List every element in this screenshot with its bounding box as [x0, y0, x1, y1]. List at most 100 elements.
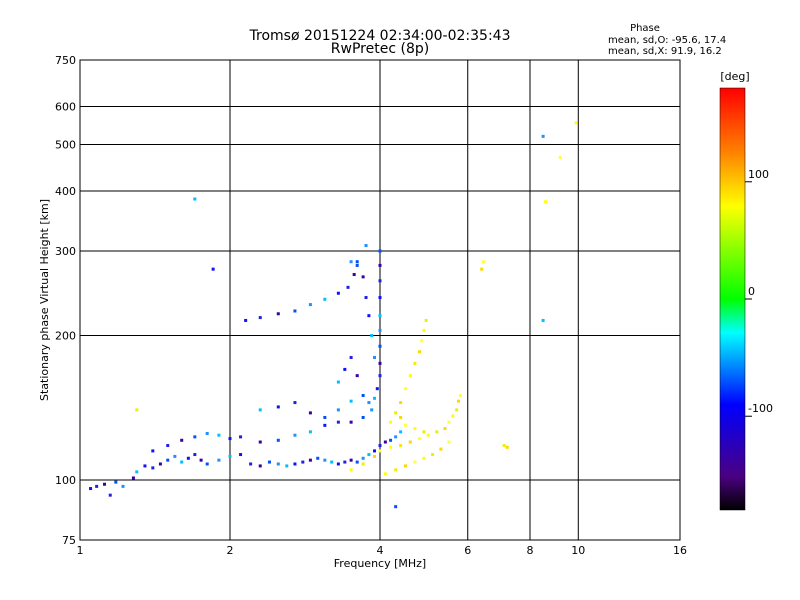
x-mode-point	[389, 445, 393, 449]
x-mode-point	[349, 468, 353, 472]
o-mode-point	[258, 408, 262, 412]
o-mode-point	[383, 440, 387, 444]
o-mode-point	[301, 460, 305, 464]
o-mode-point	[151, 449, 155, 453]
x-mode-point	[383, 472, 387, 476]
y-tick-label: 400	[55, 185, 76, 198]
x-tick-label: 6	[464, 544, 471, 557]
y-tick-label: 600	[55, 101, 76, 114]
x-axis-label: Frequency [MHz]	[334, 557, 426, 570]
o-mode-point	[541, 318, 545, 322]
x-mode-point	[558, 155, 562, 159]
o-mode-point	[336, 420, 340, 424]
x-mode-point	[413, 427, 417, 431]
data-points	[89, 121, 578, 509]
o-mode-point	[378, 296, 382, 300]
o-mode-point	[378, 328, 382, 332]
x-mode-point	[403, 464, 407, 468]
x-mode-point	[447, 440, 451, 444]
o-mode-point	[285, 464, 289, 468]
o-mode-point	[267, 460, 271, 464]
o-mode-point	[541, 134, 545, 138]
o-mode-point	[228, 454, 232, 458]
o-mode-point	[258, 440, 262, 444]
o-mode-point	[173, 454, 177, 458]
o-mode-point	[293, 462, 297, 466]
o-mode-point	[166, 444, 170, 448]
colorbar-tick-label: 100	[748, 168, 769, 181]
x-mode-point	[422, 328, 426, 332]
y-tick-labels: 75 100 200 300 400 500 600 750	[55, 54, 76, 547]
o-mode-point	[158, 462, 162, 466]
o-mode-point	[361, 456, 365, 460]
y-tick-label: 500	[55, 139, 76, 152]
o-mode-point	[389, 438, 393, 442]
o-mode-point	[186, 456, 190, 460]
x-mode-point	[135, 408, 139, 412]
x-mode-point	[458, 394, 462, 398]
o-mode-point	[121, 484, 125, 488]
x-tick-label: 4	[377, 544, 384, 557]
o-mode-point	[308, 411, 312, 415]
phase-box-o-stats: mean, sd,O: -95.6, 17.4	[608, 35, 726, 46]
o-mode-point	[205, 462, 209, 466]
x-mode-point	[455, 408, 459, 412]
o-mode-point	[352, 273, 356, 277]
x-tick-labels: 1 2 4 6 8 10 16	[77, 544, 688, 557]
o-mode-point	[217, 458, 221, 462]
o-mode-point	[89, 487, 93, 491]
o-mode-point	[349, 420, 353, 424]
x-mode-point	[574, 121, 578, 125]
x-mode-point	[413, 361, 417, 365]
o-mode-point	[151, 466, 155, 470]
o-mode-point	[355, 374, 359, 378]
o-mode-point	[180, 438, 184, 442]
o-mode-point	[205, 432, 209, 436]
o-mode-point	[378, 361, 382, 365]
o-mode-point	[367, 401, 371, 405]
x-mode-point	[399, 401, 403, 405]
o-mode-point	[244, 318, 248, 322]
o-mode-point	[293, 401, 297, 405]
colorbar	[719, 87, 746, 511]
o-mode-point	[349, 458, 353, 462]
chart-title: Tromsø 20151224 02:34:00-02:35:43	[249, 28, 511, 44]
x-mode-point	[424, 318, 428, 322]
x-mode-point	[373, 454, 377, 458]
o-mode-point	[135, 470, 139, 474]
x-mode-point	[420, 339, 424, 343]
o-mode-point	[108, 493, 112, 497]
x-tick-label: 16	[673, 544, 687, 557]
x-mode-point	[403, 387, 407, 391]
y-tick-label: 750	[55, 54, 76, 67]
x-mode-point	[417, 350, 421, 354]
o-mode-point	[378, 249, 382, 253]
x-tick-label: 8	[527, 544, 534, 557]
x-tick-label: 10	[571, 544, 585, 557]
o-mode-point	[364, 244, 368, 248]
x-mode-point	[394, 468, 398, 472]
x-mode-point	[394, 411, 398, 415]
x-mode-point	[447, 420, 451, 424]
o-mode-point	[193, 453, 197, 457]
o-mode-point	[114, 480, 118, 484]
x-mode-point	[544, 200, 548, 204]
o-mode-point	[166, 458, 170, 462]
x-mode-point	[399, 415, 403, 419]
o-mode-point	[131, 476, 135, 480]
o-mode-point	[373, 355, 377, 359]
o-mode-point	[370, 334, 374, 338]
o-mode-point	[375, 387, 379, 391]
x-mode-point	[457, 399, 461, 403]
o-mode-point	[316, 456, 320, 460]
o-mode-point	[336, 380, 340, 384]
o-mode-point	[308, 458, 312, 462]
colorbar-ticks: 100 0 -100	[745, 168, 773, 417]
o-mode-point	[293, 309, 297, 313]
o-mode-point	[143, 464, 147, 468]
o-mode-point	[330, 460, 334, 464]
x-mode-point	[422, 430, 426, 434]
x-mode-point	[481, 260, 485, 264]
o-mode-point	[276, 405, 280, 409]
